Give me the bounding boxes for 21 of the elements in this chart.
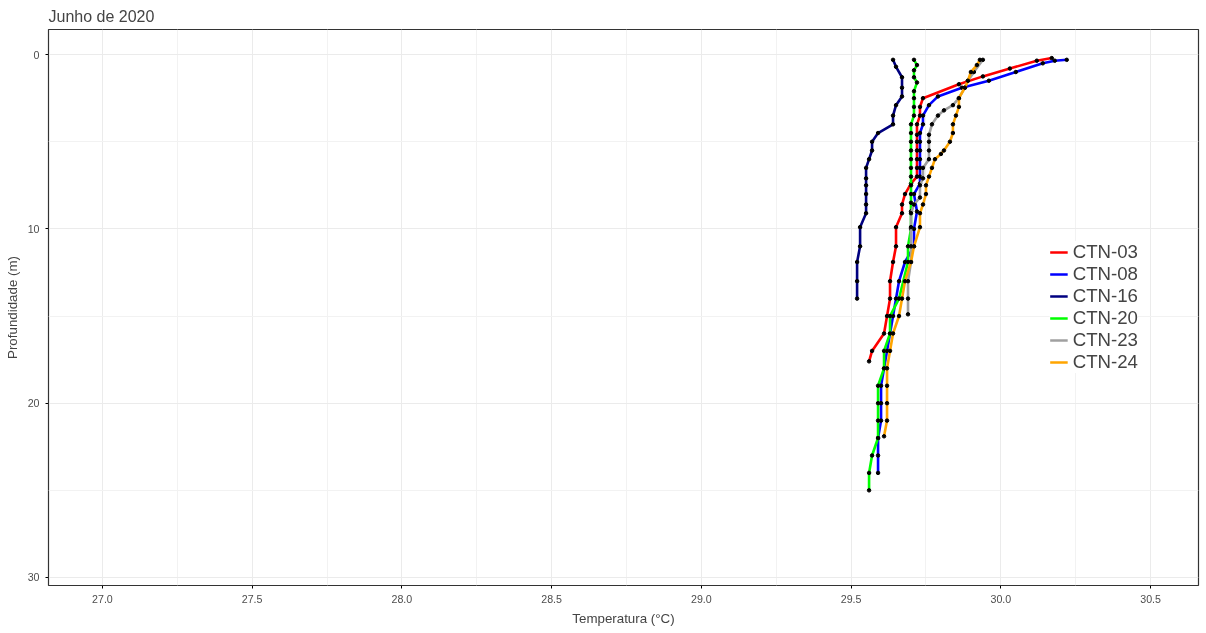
chart-title: Junho de 2020 (48, 7, 155, 25)
legend-label: CTN-03 (1072, 241, 1138, 263)
x-tick-label: 30.5 (1140, 592, 1162, 605)
legend-label: CTN-24 (1072, 351, 1138, 373)
x-tick-label: 28.0 (391, 592, 413, 605)
x-tick-label: 28.5 (541, 592, 563, 605)
x-tick-label: 29.5 (840, 592, 862, 605)
x-axis-title: Temperatura (°C) (572, 610, 675, 626)
legend-label: CTN-20 (1072, 307, 1138, 329)
x-tick-label: 27.0 (92, 592, 113, 605)
y-tick-label: 10 (27, 222, 40, 235)
legend-label: CTN-16 (1072, 285, 1138, 307)
legend-label: CTN-23 (1072, 329, 1138, 351)
y-tick-label: 20 (27, 397, 40, 410)
y-tick-label: 30 (27, 571, 40, 584)
x-tick-label: 27.5 (241, 592, 263, 605)
y-axis-title: Profundidade (m) (4, 256, 20, 359)
legend-label: CTN-08 (1072, 263, 1138, 285)
x-tick-label: 29.0 (690, 592, 712, 605)
y-tick-label: 0 (33, 48, 40, 61)
x-tick-label: 30.0 (990, 592, 1012, 605)
